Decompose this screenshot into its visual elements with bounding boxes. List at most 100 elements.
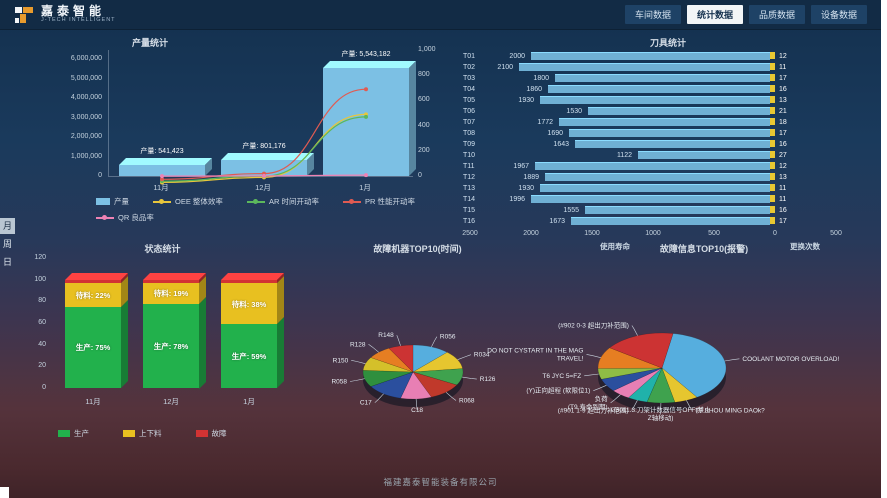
production-legend: 产量 OEE 整体效率 AR 时间开动率 PR 性能开动率 QR 良品率	[96, 196, 446, 223]
legend-item[interactable]: OEE 整体效率	[153, 196, 223, 207]
pie-slice	[628, 367, 663, 403]
legend-item[interactable]: 产量	[96, 196, 129, 207]
pie-slice	[609, 332, 674, 369]
bar-top-face	[221, 272, 284, 280]
legend-item[interactable]: QR 良品率	[96, 212, 154, 223]
tool-life-bar	[555, 74, 770, 82]
tool-change-bar	[770, 107, 775, 114]
pie-label-line	[374, 393, 384, 403]
legend-marker	[153, 198, 171, 205]
y-axis-tick: 1,000,000	[70, 152, 102, 160]
tool-life-bar	[531, 195, 770, 203]
tool-change-bar	[770, 85, 775, 92]
tool-value-label: 1996	[509, 196, 525, 203]
legend-item[interactable]: 上下料	[123, 428, 162, 439]
y-axis-tick: 120	[34, 254, 46, 261]
app-header: 嘉泰智能 J-TECH INTELLIGENT 车间数据 统计数据 品质数据 设备数据	[0, 0, 881, 30]
axis-name-left: 使用寿命	[600, 242, 630, 251]
nav-button-workshop[interactable]: 车间数据	[624, 5, 681, 24]
tool-change-bar	[770, 217, 775, 224]
legend-marker	[195, 430, 208, 437]
y-axis-tick: 40	[38, 340, 46, 348]
pie-slice	[646, 367, 676, 404]
side-tab-month[interactable]: 月	[0, 218, 15, 234]
tool-change-bar	[770, 173, 775, 180]
tool-row-label: T05	[463, 97, 476, 104]
line-point	[160, 177, 164, 182]
side-tab-day[interactable]: 日	[2, 257, 12, 267]
x-axis-tick: 2500	[462, 230, 478, 237]
legend-item[interactable]: 生产	[58, 428, 89, 439]
side-tab-week[interactable]: 周	[2, 239, 12, 249]
pie-label: R068	[459, 398, 475, 405]
pie-label-line	[724, 358, 740, 362]
tool-row-label: T04	[463, 86, 476, 93]
tool-count-label: 17	[779, 130, 787, 137]
pie-label: (#901 1-9 超出刀补范围)	[558, 406, 629, 415]
legend-label: 上下料	[139, 429, 162, 438]
fault-machines-pie-panel: 故障机器TOP10(时间) R056 R034 R126 R068 C18 C17 R058…	[310, 238, 525, 453]
legend-marker	[96, 214, 114, 221]
production-right-axis: 0 200 400 600 800 1,000	[416, 32, 450, 192]
brand-subtitle: J-TECH INTELLIGENT	[41, 17, 116, 23]
y-axis-tick: 20	[38, 362, 46, 370]
segment-label: 生产: 75%	[75, 343, 111, 353]
y-axis-tick: 3,000,000	[70, 113, 102, 121]
pie-label: R058	[331, 379, 347, 386]
pie-label: R056	[440, 334, 456, 341]
y-axis-tick: 400	[418, 121, 430, 129]
nav-button-statistics[interactable]: 统计数据	[686, 5, 743, 24]
tool-row-label: T07	[463, 119, 476, 126]
tool-value-label: 2100	[497, 64, 513, 71]
line-point	[262, 173, 266, 178]
pie-label-line	[431, 336, 438, 348]
tool-value-label: 1930	[518, 185, 534, 192]
y-axis-tick: 800	[418, 71, 430, 79]
legend-item[interactable]: PR 性能开动率	[342, 196, 415, 207]
legend-item[interactable]: AR 时间开动率	[246, 196, 319, 207]
brand-name: 嘉泰智能	[41, 4, 106, 18]
legend-item[interactable]: 故障	[195, 428, 227, 439]
tool-value-label: 1800	[533, 75, 549, 82]
segment-label: 待料: 38%	[231, 299, 267, 309]
production-chart-panel: 产量统计 0 1,000,000 2,000,000 3,000,000 4,000,0…	[30, 32, 450, 234]
bar	[221, 275, 284, 325]
nav-button-equipment[interactable]: 设备数据	[810, 5, 867, 24]
tool-value-label: 1930	[518, 97, 534, 104]
tool-change-bar	[770, 140, 775, 147]
x-axis-tick: 0	[773, 230, 777, 237]
production-lines	[160, 87, 368, 185]
tool-row-label: T01	[463, 53, 476, 60]
pie-label: (Y)正向超程 (软限位1)	[526, 386, 590, 395]
status-legend: 生产 上下料 故障	[58, 428, 298, 439]
bar-value-label: 产量: 801,176	[242, 143, 286, 150]
y-axis-tick: 6,000,000	[70, 55, 102, 62]
tool-count-label: 16	[779, 207, 787, 214]
tool-count-label: 13	[779, 174, 787, 181]
pie-label: R128	[350, 341, 366, 348]
tool-change-bar	[770, 129, 775, 136]
x-axis-tick: 500	[830, 230, 842, 237]
tool-life-bar	[569, 129, 770, 137]
segment-label: 生产: 78%	[153, 341, 189, 351]
bottom-left-corner	[0, 487, 9, 498]
fault-alarms-pie-panel: 故障信息TOP10(报警) COOLANT MOTOR OVERLOAD! T9 …	[487, 238, 880, 453]
tool-count-label: 12	[779, 163, 787, 170]
status-chart-panel: 状态统计 0 20 40 60 80 100 120 生产: 75% 待料: 22% 11月 生产:…	[20, 238, 305, 452]
pie-label: T6 JYC 5=FZ	[542, 373, 581, 380]
pie-label-line	[415, 398, 418, 410]
production-plot: 产量: 541,423 产量: 801,176 产量: 5,543,182	[108, 50, 416, 185]
tool-count-label: 27	[779, 152, 787, 159]
y-axis-tick: 5,000,000	[70, 74, 102, 82]
nav-button-quality[interactable]: 品质数据	[748, 5, 805, 24]
tool-row-label: T06	[463, 108, 476, 115]
pie-label-line	[686, 400, 693, 411]
x-axis-label: 12月	[163, 397, 179, 406]
pie-label: DO NOT CYSTART IN THE MAG TRAVEL!	[487, 347, 583, 362]
pie-label-line	[584, 373, 599, 377]
tool-row-label: T13	[463, 185, 476, 192]
bar	[119, 158, 212, 176]
tool-count-label: 18	[779, 119, 787, 126]
pie-label-line	[610, 394, 621, 404]
pie-label: C18	[411, 407, 423, 414]
